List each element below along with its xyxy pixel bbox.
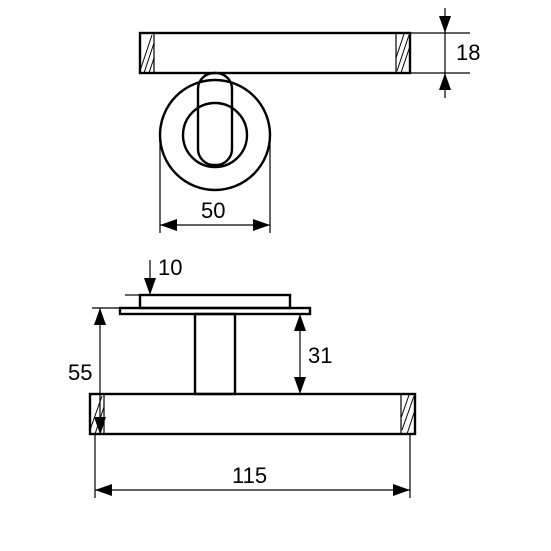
dim-18-label: 18 [456, 40, 480, 65]
side-lever-hatch-right [401, 395, 415, 434]
top-view [140, 33, 410, 190]
side-stem [195, 314, 235, 394]
dim-55-label: 55 [68, 360, 92, 385]
dim-115-label: 115 [232, 463, 267, 488]
dimensions: 18 50 10 55 [68, 8, 480, 498]
side-plate [140, 295, 290, 308]
dim-10-label: 10 [158, 255, 182, 280]
top-lever-hatch-right [396, 34, 410, 73]
rose-hub [198, 73, 232, 165]
dim-18: 18 [410, 8, 480, 98]
side-view [90, 295, 415, 434]
dim-50: 50 [160, 135, 270, 233]
dim-55: 55 [68, 308, 120, 434]
side-lever [90, 394, 415, 434]
dim-31-label: 31 [308, 343, 332, 368]
dim-10: 10 [125, 255, 182, 295]
rose-inner [183, 103, 247, 167]
dim-50-label: 50 [201, 198, 225, 223]
top-lever [140, 33, 410, 73]
dim-31: 31 [235, 314, 332, 394]
rose-outer [160, 80, 270, 190]
dim-115: 115 [95, 434, 410, 498]
top-lever-hatch-left [140, 35, 154, 73]
